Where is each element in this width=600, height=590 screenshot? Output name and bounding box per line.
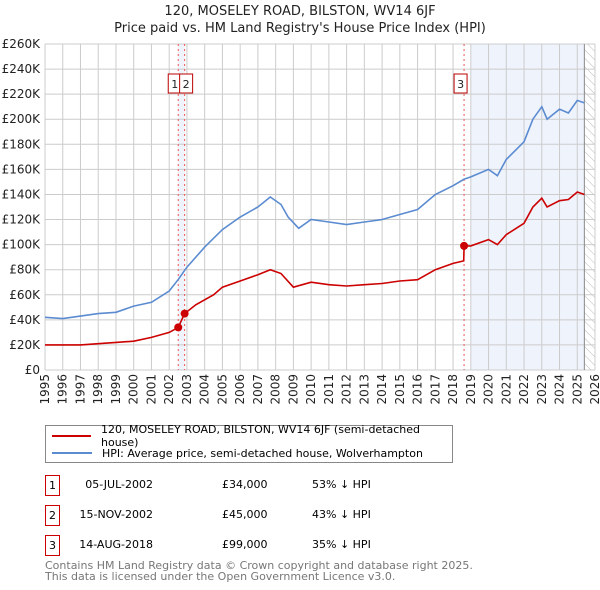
chart-subtitle: Price paid vs. HM Land Registry's House … bbox=[114, 21, 486, 36]
x-tick-label: 2010 bbox=[304, 374, 318, 405]
legend-swatch-hpi bbox=[52, 452, 92, 454]
series-line bbox=[45, 191, 585, 346]
x-tick-label: 2012 bbox=[340, 374, 354, 405]
transaction-price: £34,000 bbox=[222, 478, 268, 491]
y-tick-label: £80K bbox=[9, 263, 41, 277]
sale-point bbox=[174, 323, 183, 332]
transaction-price: £45,000 bbox=[222, 508, 268, 521]
legend-item-property: 120, MOSELEY ROAD, BILSTON, WV14 6JF (se… bbox=[46, 423, 452, 449]
y-tick-label: £120K bbox=[2, 213, 42, 227]
x-tick-label: 2022 bbox=[517, 374, 531, 405]
x-tick-label: 1998 bbox=[91, 374, 105, 405]
legend-label-property: 120, MOSELEY ROAD, BILSTON, WV14 6JF (se… bbox=[101, 423, 421, 449]
transaction-hpi-diff: 43% ↓ HPI bbox=[312, 508, 371, 521]
sale-label-box bbox=[179, 73, 194, 94]
sale-label: 2 bbox=[183, 78, 190, 91]
y-tick-label: £240K bbox=[2, 62, 42, 76]
shaded-region bbox=[470, 44, 585, 370]
y-tick-label: £260K bbox=[2, 37, 42, 51]
x-tick-label: 2026 bbox=[588, 374, 600, 405]
x-tick-label: 2025 bbox=[570, 374, 584, 405]
transaction-date: 05-JUL-2002 bbox=[85, 478, 153, 491]
transaction-row: 2 15-NOV-2002 £45,000 43% ↓ HPI bbox=[45, 505, 465, 526]
chart-title: 120, MOSELEY ROAD, BILSTON, WV14 6JF bbox=[164, 4, 436, 19]
x-tick-label: 2018 bbox=[446, 374, 460, 405]
x-tick-label: 2009 bbox=[286, 374, 300, 405]
x-tick-label: 2020 bbox=[482, 374, 496, 405]
x-tick-label: 2008 bbox=[269, 374, 283, 405]
x-tick-label: 2006 bbox=[233, 374, 247, 405]
y-tick-label: £180K bbox=[2, 137, 42, 151]
transaction-row: 3 14-AUG-2018 £99,000 35% ↓ HPI bbox=[45, 535, 465, 556]
x-tick-label: 2021 bbox=[499, 374, 513, 405]
x-tick-label: 2002 bbox=[162, 374, 176, 405]
x-tick-label: 1995 bbox=[38, 374, 52, 405]
x-tick-label: 2004 bbox=[198, 374, 212, 405]
y-tick-label: £160K bbox=[2, 162, 42, 176]
sale-label-box bbox=[453, 73, 468, 94]
transaction-date: 15-NOV-2002 bbox=[79, 508, 153, 521]
x-tick-label: 1999 bbox=[109, 374, 123, 405]
x-tick-label: 2024 bbox=[553, 374, 567, 405]
transaction-marker: 1 bbox=[45, 475, 60, 496]
sale-label: 3 bbox=[457, 78, 464, 91]
x-tick-label: 2019 bbox=[464, 374, 478, 405]
y-tick-label: £0 bbox=[25, 363, 40, 377]
x-tick-label: 1997 bbox=[73, 374, 87, 405]
footer-copyright: Contains HM Land Registry data © Crown c… bbox=[45, 559, 473, 572]
x-tick-label: 2013 bbox=[357, 374, 371, 405]
transaction-hpi-diff: 35% ↓ HPI bbox=[312, 538, 371, 551]
y-tick-label: £20K bbox=[9, 338, 41, 352]
x-tick-label: 2005 bbox=[215, 374, 229, 405]
transaction-marker: 2 bbox=[45, 505, 60, 526]
price-chart: £0 £20K £40K £60K £80K £100K £120K £140K £160K £1… bbox=[2, 37, 600, 405]
sale-label: 1 bbox=[171, 78, 178, 91]
transaction-price: £99,000 bbox=[222, 538, 268, 551]
x-tick-label: 2016 bbox=[411, 374, 425, 405]
transaction-row: 1 05-JUL-2002 £34,000 53% ↓ HPI bbox=[45, 475, 465, 496]
y-tick-label: £200K bbox=[2, 112, 42, 126]
forecast-hatch bbox=[584, 44, 595, 370]
x-tick-label: 2007 bbox=[251, 374, 265, 405]
x-tick-label: 2011 bbox=[322, 374, 336, 405]
legend-swatch-property bbox=[52, 435, 91, 437]
y-tick-label: £60K bbox=[9, 288, 41, 302]
shaded-region bbox=[178, 44, 185, 370]
transaction-date: 14-AUG-2018 bbox=[79, 538, 153, 551]
transaction-hpi-diff: 53% ↓ HPI bbox=[312, 478, 371, 491]
legend-label-hpi: HPI: Average price, semi-detached house,… bbox=[102, 446, 423, 460]
sale-point bbox=[460, 241, 469, 250]
legend: 120, MOSELEY ROAD, BILSTON, WV14 6JF (se… bbox=[45, 423, 453, 463]
x-tick-label: 2015 bbox=[393, 374, 407, 405]
x-tick-label: 2023 bbox=[535, 374, 549, 405]
y-tick-label: £220K bbox=[2, 87, 42, 101]
sale-point bbox=[180, 309, 189, 318]
y-tick-label: £140K bbox=[2, 187, 42, 201]
series-line bbox=[44, 99, 585, 320]
transaction-marker: 3 bbox=[45, 535, 60, 556]
x-tick-label: 2003 bbox=[180, 374, 194, 405]
y-tick-label: £40K bbox=[9, 313, 41, 327]
legend-item-hpi: HPI: Average price, semi-detached house,… bbox=[46, 445, 423, 461]
x-tick-label: 2014 bbox=[375, 374, 389, 405]
x-tick-label: 2001 bbox=[144, 374, 158, 405]
y-tick-label: £100K bbox=[2, 238, 42, 252]
x-tick-label: 2017 bbox=[428, 374, 442, 405]
footer-licence: This data is licensed under the Open Gov… bbox=[45, 570, 396, 583]
x-tick-label: 1996 bbox=[56, 374, 70, 405]
x-tick-label: 2000 bbox=[127, 374, 141, 405]
